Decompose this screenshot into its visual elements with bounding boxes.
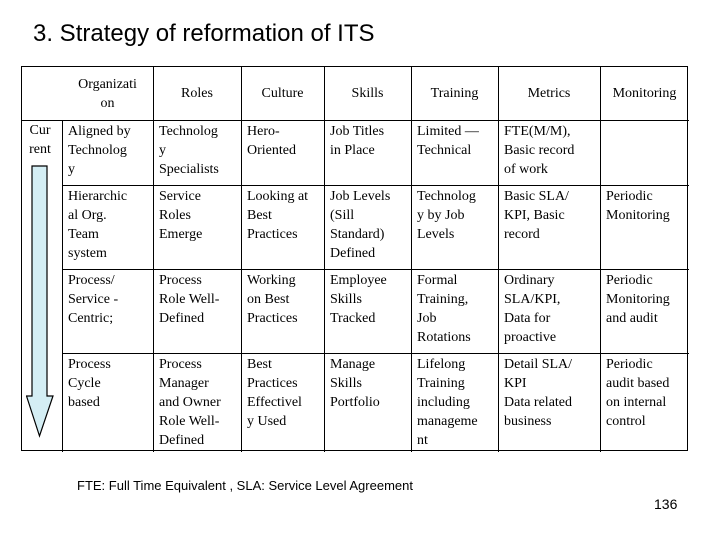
table-cell: Working on Best Practices [247,273,298,326]
grid-line-vertical [324,67,325,452]
down-arrow-icon [26,165,54,438]
grid-line-vertical [62,120,63,452]
table-cell: Limited — Technical [417,124,479,158]
grid-line-horizontal [22,120,689,121]
table-cell: Lifelong Training including manageme nt [417,357,478,448]
grid-line-horizontal [62,185,689,186]
grid-line-vertical [153,67,154,452]
page-number: 136 [654,496,678,512]
column-header: Training [430,86,479,101]
table-cell: Job Titles in Place [330,124,385,158]
grid-line-vertical [498,67,499,452]
table-cell: Periodic Monitoring and audit [606,273,670,326]
table-cell: Formal Training, Job Rotations [417,273,471,345]
table-cell: Basic SLA/ KPI, Basic record [504,189,569,242]
table-cell: Best Practices Effectivel y Used [247,357,302,429]
table-cell: Process/ Service - Centric; [68,273,119,326]
table-cell: Process Manager and Owner Role Well- Def… [159,357,221,448]
grid-line-horizontal [62,353,689,354]
column-header: Roles [181,86,213,101]
column-header: Metrics [527,86,571,101]
table-cell: Hierarchic al Org. Team system [68,189,128,261]
table-cell: Employee Skills Tracked [330,273,387,326]
footnote: FTE: Full Time Equivalent , SLA: Service… [77,478,413,493]
table-cell: Process Cycle based [68,357,111,410]
grid-line-vertical [600,67,601,452]
column-header: Organizati on [78,76,137,111]
table-cell: Technolog y by Job Levels [417,189,476,242]
table-cell: Service Roles Emerge [159,189,203,242]
column-header: Monitoring [612,86,677,101]
table-cell: Periodic audit based on internal control [606,357,670,429]
table-cell: Detail SLA/ KPI Data related business [504,357,573,429]
column-header: Skills [351,86,384,101]
grid-line-vertical [241,67,242,452]
table-cell: Process Role Well- Defined [159,273,220,326]
column-header: Culture [261,86,304,101]
table-cell: Technolog y Specialists [159,124,219,177]
table-cell: Looking at Best Practices [247,189,309,242]
table-cell: Ordinary SLA/KPI, Data for proactive [504,273,561,345]
table-cell: Hero- Oriented [247,124,296,158]
table-cell: Job Levels (Sill Standard) Defined [330,189,391,261]
row-label-current: Cur rent [29,123,51,157]
table-cell: Manage Skills Portfolio [330,357,380,410]
slide-title: 3. Strategy of reformation of ITS [33,20,375,47]
table-cell: FTE(M/M), Basic record of work [504,124,575,177]
table-cell: Aligned by Technolog y [68,124,131,177]
table-cell: Periodic Monitoring [606,189,670,223]
strategy-table: Organizati on Roles Culture Skills Training M… [21,66,689,452]
grid-line-vertical [411,67,412,452]
grid-line-horizontal [62,269,689,270]
